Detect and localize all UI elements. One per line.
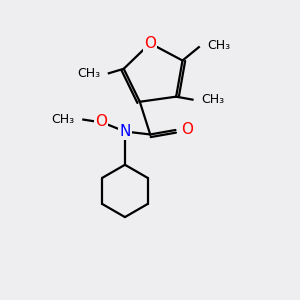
Text: CH₃: CH₃ xyxy=(77,67,101,80)
Text: O: O xyxy=(95,114,107,129)
Text: O: O xyxy=(181,122,193,137)
Text: CH₃: CH₃ xyxy=(207,39,230,52)
Text: CH₃: CH₃ xyxy=(201,93,224,106)
Text: N: N xyxy=(119,124,130,139)
Text: CH₃: CH₃ xyxy=(51,113,74,126)
Text: O: O xyxy=(144,36,156,51)
